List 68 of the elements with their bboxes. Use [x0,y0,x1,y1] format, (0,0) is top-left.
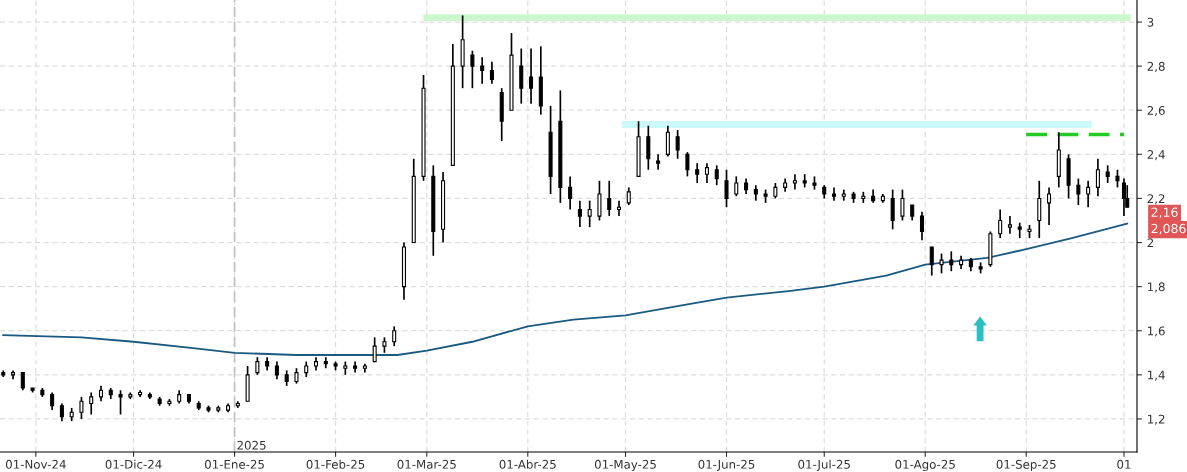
candlestick [695,162,700,184]
candlestick [89,391,94,416]
x-tick-label: 01-Abr-25 [499,459,556,469]
y-tick-label: 2,8 [1147,61,1165,72]
candlestick [1086,179,1091,209]
candlestick [831,186,837,202]
x-tick-label: 01-Jul-25 [798,459,850,471]
candlestick [607,179,612,217]
candlestick [372,336,377,363]
candlestick [656,153,661,171]
candlestick [1047,186,1052,226]
y-tick-label: 1,8 [1148,282,1165,293]
candlestick [734,175,739,198]
y-tick-label: 2,4 [1147,150,1165,161]
candlestick [939,252,944,275]
x-tick-label: 01-Dic-24 [105,459,162,469]
x-tick-label: 01-Nov-24 [5,459,66,469]
candlestick [597,179,602,222]
x-tick-label: 01-Mar-25 [397,459,456,469]
candlestick [714,164,719,187]
candlestick [519,47,524,105]
x-tick-label: 01-Feb-25 [306,459,365,469]
candlestick [929,246,934,277]
y-tick-label: 2,2 [1147,194,1165,205]
candlestick [577,199,582,228]
candlestick [704,162,709,184]
text: 2,16 [1151,207,1178,219]
candlestick [919,210,925,242]
candlestick [79,396,84,420]
y-tick-label: 2,6 [1147,105,1165,117]
ref-line-label: 2025 [237,440,266,450]
candlestick [724,168,729,209]
candlestick [616,199,622,217]
candlestick [489,60,494,85]
x-tick-label: 01-Ene-25 [204,459,264,469]
candlestick [665,124,670,158]
candlestick [529,47,534,105]
candlestick [587,199,592,228]
candlestick [470,49,475,90]
y-tick-label: 2 [1147,238,1154,248]
text: 2,086 [1151,223,1186,235]
candlestick [890,188,895,231]
candlestick [998,208,1003,239]
candlestick [675,129,680,160]
candlestick [568,175,573,211]
candlestick [1037,179,1042,239]
candlestick [118,389,123,416]
candlestick [792,173,797,191]
y-tick-label: 3 [1147,17,1154,27]
candlestick [480,56,485,85]
candlestick [949,250,954,273]
x-tick-label: 01 [1117,459,1131,469]
candlestick [1095,157,1100,198]
candlestick [1076,177,1081,206]
y-tick-label: 1,6 [1148,326,1165,337]
candlestick [392,325,397,348]
y-tick-label: 1,2 [1148,414,1165,425]
candlestick [1007,215,1012,235]
x-tick-label: 01-Sep-25 [996,459,1056,472]
line-series [2,222,1129,356]
candlestick [646,124,651,171]
x-tick-label: 01-Ago-25 [895,459,955,472]
x-tick-label: 01-Jun-25 [698,459,755,471]
candlestick [685,151,690,178]
candlestick [1121,177,1126,217]
x-tick-label: 01-May-25 [594,459,656,472]
candlestick [900,188,905,222]
y-tick-label: 1,4 [1148,370,1165,381]
